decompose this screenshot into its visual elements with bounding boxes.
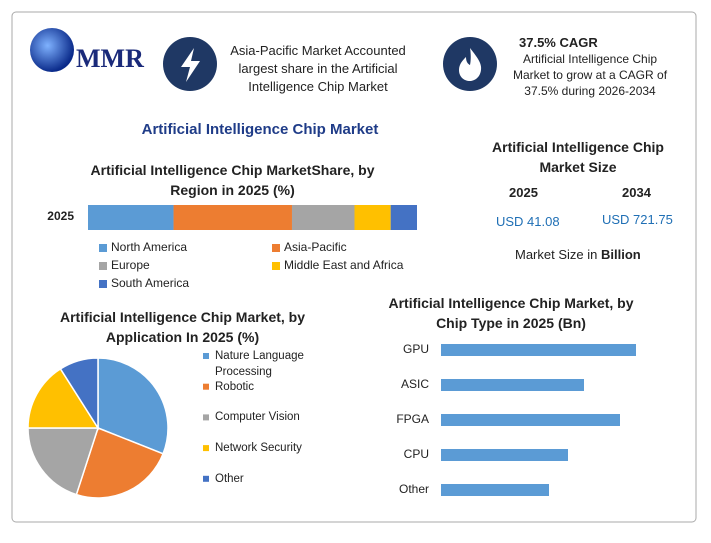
legend-label: Europe bbox=[111, 258, 150, 272]
legend-swatch bbox=[203, 475, 209, 482]
bar-segment bbox=[291, 205, 355, 230]
card-text: Artificial Intelligence Chip Market to g… bbox=[505, 51, 675, 99]
legend-swatch bbox=[99, 262, 107, 270]
icon bbox=[443, 37, 497, 91]
logo: MMR bbox=[76, 44, 144, 73]
legend-label: Asia-Pacific bbox=[284, 240, 347, 254]
legend-label: Network Security bbox=[215, 442, 302, 455]
bar bbox=[441, 414, 620, 426]
chart-title: Artificial Intelligence Chip MarketShare… bbox=[90, 162, 375, 198]
year: 2025 bbox=[509, 185, 538, 200]
bar bbox=[441, 379, 584, 391]
card-line: 37.5% during 2026-2034 bbox=[524, 84, 656, 98]
chart-title: Artificial Intelligence Chip Market, by … bbox=[59, 309, 306, 345]
size-unit: Billion bbox=[601, 247, 641, 262]
y-tick-label: FPGA bbox=[396, 412, 429, 426]
y-tick-label: GPU bbox=[403, 342, 429, 356]
legend-label: Middle East and Africa bbox=[284, 258, 404, 272]
legend-label: South America bbox=[111, 276, 189, 290]
card-line: Market to grow at a CAGR of bbox=[512, 68, 668, 82]
size-title: Artificial Intelligence Chip Market Size bbox=[492, 139, 664, 175]
card-line: largest share in the Artificial bbox=[238, 61, 398, 76]
pie-slice bbox=[75, 427, 165, 499]
size-note-text: Market Size in bbox=[515, 247, 598, 262]
main-title: Artificial Intelligence Chip Market bbox=[141, 121, 379, 138]
legend-label: Robotic bbox=[215, 380, 254, 393]
bar-segment bbox=[354, 205, 391, 230]
legend-swatch bbox=[203, 445, 209, 452]
card-text: Asia-Pacific Market Accounted largest sh… bbox=[222, 42, 414, 96]
logo-globe bbox=[30, 28, 74, 72]
bar bbox=[441, 344, 636, 356]
y-tick-label: CPU bbox=[404, 447, 429, 461]
y-tick-label: ASIC bbox=[401, 377, 429, 391]
frame bbox=[11, 11, 697, 523]
legend-swatch bbox=[99, 244, 107, 252]
amount: USD 721.75 bbox=[602, 212, 673, 227]
legend-swatch bbox=[272, 262, 280, 270]
card-title: 37.5% CAGR bbox=[519, 35, 598, 50]
legend-label: North America bbox=[111, 240, 187, 254]
pie-slice bbox=[27, 367, 100, 429]
pie-slice bbox=[27, 427, 100, 496]
card-line: Intelligence Chip Market bbox=[248, 79, 388, 94]
legend-swatch bbox=[272, 244, 280, 252]
icon-flame bbox=[459, 48, 482, 81]
bar bbox=[441, 449, 568, 461]
y-tick-label: Other bbox=[399, 482, 429, 496]
legend-swatch bbox=[99, 280, 107, 288]
card-line: Artificial Intelligence Chip bbox=[522, 52, 658, 66]
amount: USD 41.08 bbox=[496, 214, 560, 229]
pie-slice bbox=[59, 357, 99, 431]
legend-swatch bbox=[203, 353, 209, 359]
bar-segment bbox=[88, 205, 174, 230]
legend-swatch bbox=[203, 383, 209, 390]
icon-bolt bbox=[181, 48, 200, 82]
pie-slice bbox=[97, 357, 169, 455]
year: 2034 bbox=[622, 185, 651, 200]
legend-label: Other bbox=[215, 472, 244, 485]
legend-label: Computer Vision bbox=[215, 411, 300, 424]
bar-segment bbox=[173, 205, 292, 230]
y-tick-label: 2025 bbox=[47, 209, 74, 223]
legend-swatch bbox=[203, 414, 209, 421]
bar bbox=[441, 484, 549, 496]
card-line: Asia-Pacific Market Accounted bbox=[230, 43, 406, 58]
chart-title: Artificial Intelligence Chip Market, by … bbox=[388, 295, 634, 331]
size-note: Market Size in Billion bbox=[515, 246, 641, 264]
legend-label: Nature Language Processing bbox=[215, 350, 304, 378]
bar-segment bbox=[390, 205, 417, 230]
